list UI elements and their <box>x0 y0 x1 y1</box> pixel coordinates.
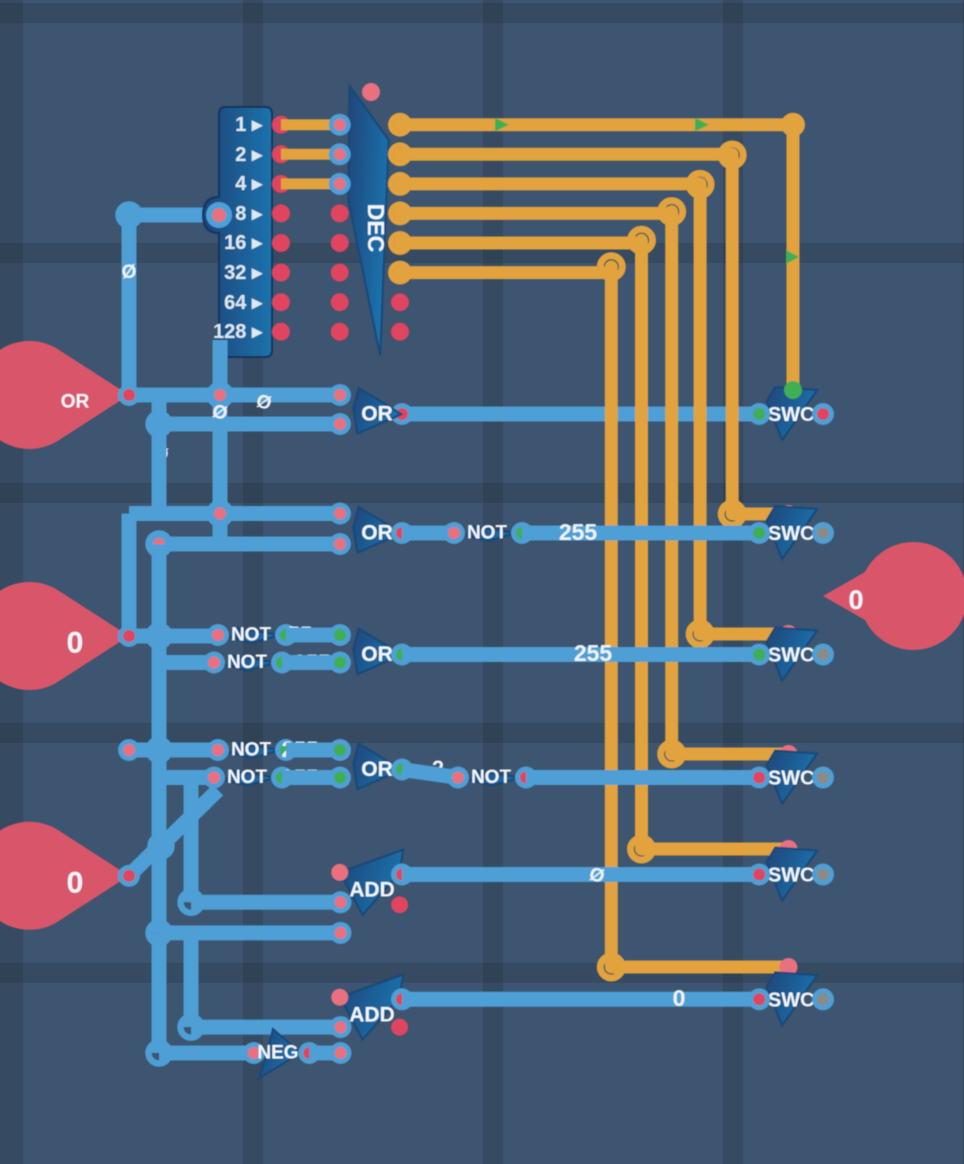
svg-text:255: 255 <box>559 519 598 545</box>
svg-text:0: 0 <box>67 867 84 900</box>
svg-text:SWC: SWC <box>768 404 815 426</box>
svg-text:32 ▸: 32 ▸ <box>224 262 263 284</box>
svg-text:255: 255 <box>574 640 613 666</box>
svg-text:NOT: NOT <box>231 740 272 761</box>
svg-text:SWC: SWC <box>768 768 815 790</box>
svg-text:ADD: ADD <box>349 879 395 902</box>
svg-text:SWC: SWC <box>768 523 815 545</box>
svg-text:SWC: SWC <box>768 645 815 667</box>
svg-text:OR: OR <box>361 403 393 426</box>
svg-text:OR: OR <box>361 758 393 781</box>
svg-text:NOT: NOT <box>227 652 268 673</box>
svg-text:OR: OR <box>61 392 90 413</box>
svg-text:4 ▸: 4 ▸ <box>235 173 263 195</box>
svg-text:2 ▸: 2 ▸ <box>235 144 263 166</box>
svg-text:8 ▸: 8 ▸ <box>235 203 263 225</box>
svg-text:NOT: NOT <box>227 767 268 788</box>
svg-text:0: 0 <box>673 985 686 1011</box>
svg-text:SWC: SWC <box>768 865 815 887</box>
svg-text:OR: OR <box>361 643 393 666</box>
svg-text:OR: OR <box>361 522 393 545</box>
svg-text:0: 0 <box>67 627 84 660</box>
svg-text:DEC: DEC <box>363 204 389 253</box>
svg-text:NOT: NOT <box>467 523 508 544</box>
svg-text:64 ▸: 64 ▸ <box>224 292 263 314</box>
svg-text:Ø: Ø <box>122 262 137 283</box>
svg-text:128 ▸: 128 ▸ <box>213 321 263 343</box>
svg-text:1 ▸: 1 ▸ <box>235 114 263 136</box>
svg-text:0: 0 <box>848 585 863 615</box>
svg-text:ADD: ADD <box>349 1004 395 1027</box>
svg-text:NOT: NOT <box>471 767 512 788</box>
svg-text:SWC: SWC <box>768 989 815 1011</box>
svg-text:NOT: NOT <box>231 625 272 646</box>
svg-text:NEG: NEG <box>257 1043 298 1064</box>
svg-text:16 ▸: 16 ▸ <box>224 232 263 254</box>
